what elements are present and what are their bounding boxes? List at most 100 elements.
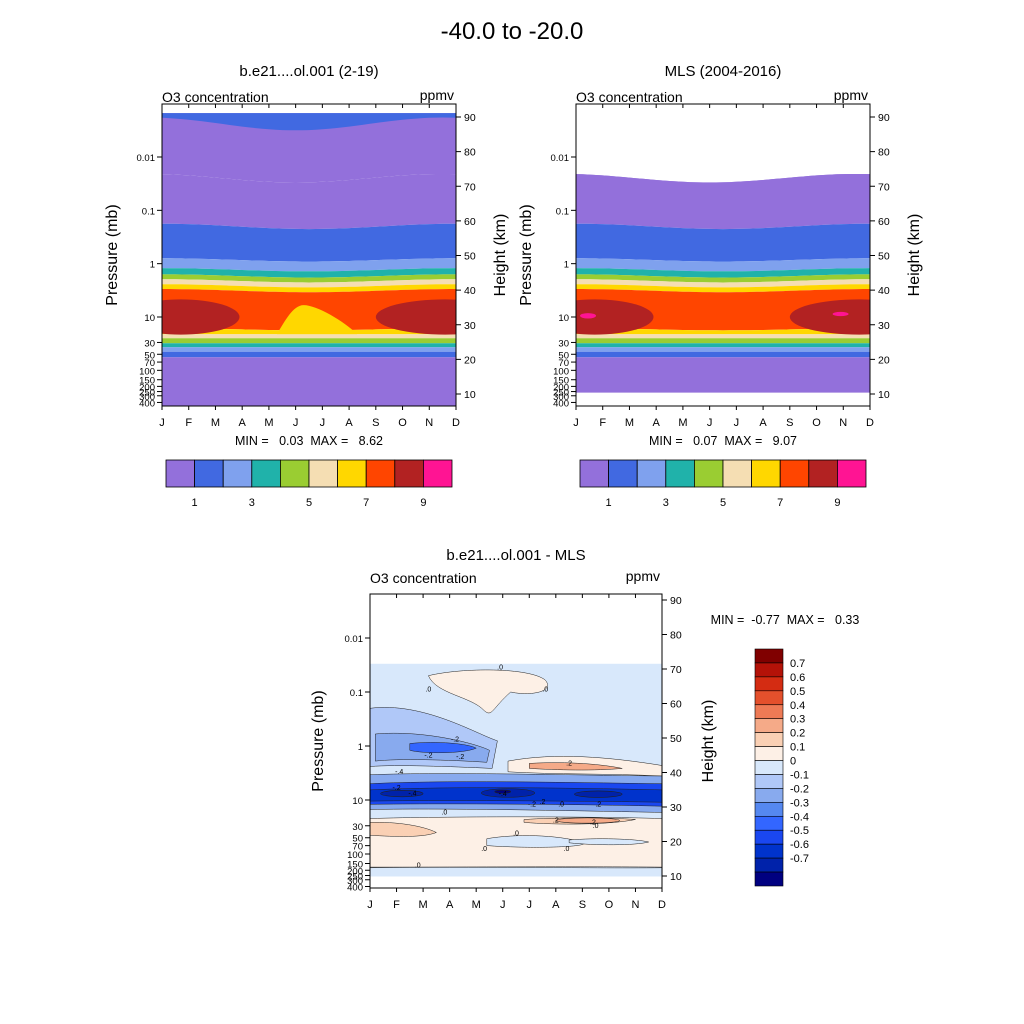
contour-label: .0 [415,863,421,870]
colorbar-label: 9 [834,497,840,509]
colorbar-label: -0.2 [790,783,809,795]
colorbar-swatch [837,459,867,488]
colorbar-label: -0.6 [790,839,809,851]
contour-field [162,113,456,406]
x-tick-label: J [367,899,373,911]
x-tick-label: J [707,417,713,429]
y-tick-label: 50 [558,350,569,361]
x-tick-label: S [579,899,586,911]
contour-label: -.2 [424,753,432,760]
band-level-7 [576,328,870,335]
height-tick-label: 90 [878,112,890,124]
contour-label: .0 [481,846,487,853]
units-label: ppmv [834,87,868,103]
band-level-neg-0.6 [574,790,623,798]
x-tick-label: M [211,417,220,429]
x-tick-label: J [573,417,579,429]
y-tick-label: 250 [139,388,155,399]
band-level-3 [162,347,456,352]
y-axis-label: Pressure (mb) [310,690,327,791]
contour-label: .0 [497,664,503,671]
colorbar-swatch [754,843,784,859]
colorbar-label: 9 [420,497,426,509]
height-tick-label: 30 [670,802,682,814]
y-tick-label: 0.01 [345,634,364,645]
y-tick-label: 70 [352,842,363,853]
colorbar-label: 5 [720,497,726,509]
colorbar-label: -0.1 [790,769,809,781]
y-tick-label: 100 [553,366,569,377]
colorbar-swatch [754,662,784,678]
colorbar-swatch [165,459,196,488]
height-tick-label: 70 [670,664,682,676]
y-tick-label: 200 [139,382,155,393]
x-tick-label: A [653,417,661,429]
panel-title: b.e21....ol.001 - MLS [446,547,585,564]
y-tick-label: 100 [347,850,363,861]
x-tick-label: D [866,417,874,429]
y-tick-label: 300 [139,392,155,403]
colorbar-swatch [754,871,784,887]
y-tick-label: 300 [347,876,363,887]
band-level-neg-0.6 [380,790,424,798]
colorbar-label: 0.3 [790,714,805,726]
colorbar-swatch [751,459,781,488]
height-tick-label: 40 [464,285,476,297]
contour-label: -.2 [456,754,464,761]
colorbar-swatch [394,459,424,488]
colorbar-swatch [308,459,339,488]
colorbar-label: 0.4 [790,700,805,712]
colorbar-label: 3 [663,497,669,509]
x-tick-label: A [345,417,353,429]
colorbar-swatch [722,459,753,488]
x-tick-label: F [599,417,606,429]
band-level-5 [162,268,456,278]
band-level-7 [162,284,456,293]
height-tick-label: 90 [464,112,476,124]
core-level-9 [576,299,654,335]
y-tick-label: 30 [144,338,155,349]
colorbar-label: -0.7 [790,853,809,865]
x-tick-label: F [393,899,400,911]
x-tick-label: S [786,417,793,429]
band-level-neg-0.1 [568,838,650,846]
band-level-3 [162,223,456,262]
band-level-1 [162,113,456,183]
y-tick-label: 400 [347,883,363,894]
height-axis-label: Height (km) [700,700,717,783]
band-level-5 [576,274,870,283]
min-max-stats: MIN = 0.03 MAX = 8.62 [235,434,383,448]
x-tick-label: M [264,417,273,429]
height-tick-label: 50 [670,733,682,745]
height-tick-label: 20 [464,354,476,366]
difference-panel: .0.0.0-.2-.2 -.2.2-.4-.4-.2.2.0.2-.2-.4.0… [310,547,859,911]
y-tick-label: 100 [139,366,155,377]
height-tick-label: 80 [670,630,682,642]
colorbar-swatch [808,459,838,488]
colorbar-label: 0.1 [790,742,805,754]
height-tick-label: 70 [464,181,476,193]
x-tick-label: F [185,417,192,429]
band-level-5 [576,279,870,288]
band-level-3 [162,113,456,131]
colorbar-swatch [665,459,695,488]
figure-title: -40.0 to -20.0 [440,18,584,45]
x-tick-label: D [658,899,666,911]
colorbar-swatch [754,829,784,845]
y-tick-label: 250 [347,871,363,882]
core-level-9 [375,299,456,335]
height-tick-label: 60 [878,216,890,228]
units-label: ppmv [420,87,454,103]
band-level-1 [162,357,456,406]
band-level-5 [576,268,870,278]
height-tick-label: 70 [878,181,890,193]
band-level-3 [576,258,870,272]
contour-label: -.4 [395,769,403,776]
colorbar-label: 0.6 [790,672,805,684]
colorbar-swatch [779,459,810,488]
colorbar-label: 0.5 [790,686,805,698]
band-level-0.1 [370,822,438,837]
band-level-3 [162,351,456,358]
contour-label: .0 [593,823,599,830]
height-tick-label: 80 [464,147,476,159]
